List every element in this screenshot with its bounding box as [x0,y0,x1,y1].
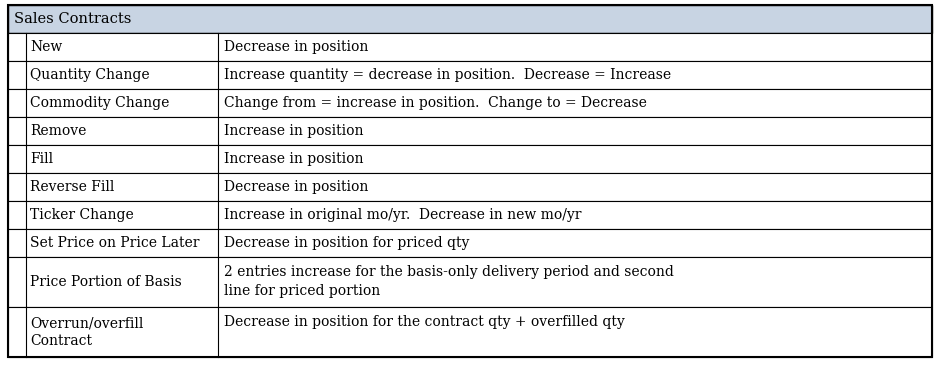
Text: Change from = increase in position.  Change to = Decrease: Change from = increase in position. Chan… [224,96,647,110]
Text: Price Portion of Basis: Price Portion of Basis [30,275,181,289]
Bar [8,229,932,257]
Text: Quantity Change: Quantity Change [30,68,149,82]
Bar [8,145,932,173]
Text: Set Price on Price Later: Set Price on Price Later [30,236,199,250]
Text: Sales Contracts: Sales Contracts [14,12,132,26]
Text: Decrease in position: Decrease in position [224,40,368,54]
Text: 2 entries increase for the basis-only delivery period and second
line for priced: 2 entries increase for the basis-only de… [224,265,674,299]
Text: Fill: Fill [30,152,54,166]
Bar [8,33,932,61]
Text: Decrease in position for priced qty: Decrease in position for priced qty [224,236,469,250]
Text: Overrun/overfill
Contract: Overrun/overfill Contract [30,316,144,348]
Text: Commodity Change: Commodity Change [30,96,169,110]
Text: Reverse Fill: Reverse Fill [30,180,115,194]
Text: Decrease in position: Decrease in position [224,180,368,194]
Text: Increase in position: Increase in position [224,152,364,166]
Bar [8,201,932,229]
Text: Increase quantity = decrease in position.  Decrease = Increase: Increase quantity = decrease in position… [224,68,671,82]
Bar [8,257,932,307]
Bar [8,89,932,117]
Text: Increase in original mo/yr.  Decrease in new mo/yr: Increase in original mo/yr. Decrease in … [224,208,582,222]
Text: Decrease in position for the contract qty + overfilled qty: Decrease in position for the contract qt… [224,315,625,329]
Text: Ticker Change: Ticker Change [30,208,133,222]
Text: Increase in position: Increase in position [224,124,364,138]
Bar [8,117,932,145]
Bar [8,5,932,33]
Bar [8,61,932,89]
Text: New: New [30,40,62,54]
Bar [8,307,932,357]
Text: Remove: Remove [30,124,86,138]
Bar [8,173,932,201]
